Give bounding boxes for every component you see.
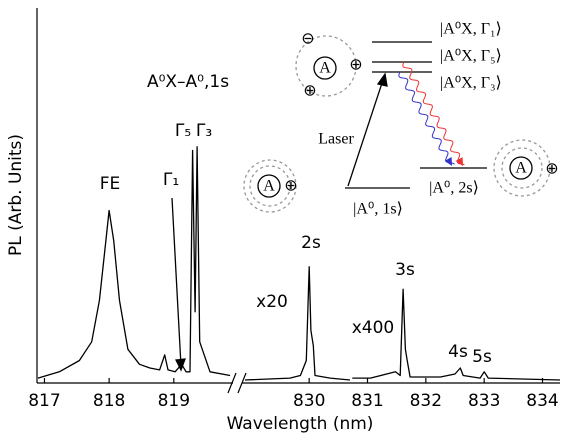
annotation: 5s — [472, 347, 492, 367]
level-label: |A⁰X, Γ₅⟩ — [440, 48, 502, 65]
annotation: 2s — [301, 233, 321, 253]
series-label: x400 — [352, 318, 395, 338]
axis-break — [227, 372, 237, 394]
y-axis-label: PL (Arb. Units) — [6, 134, 26, 256]
arrow-head — [444, 157, 452, 166]
charge: ⊕ — [284, 178, 297, 195]
atom-label: A — [319, 60, 331, 77]
x-tick-label: 832 — [410, 391, 442, 411]
x-tick-label: 817 — [28, 391, 60, 411]
laser-label: Laser — [318, 131, 354, 148]
atom-label: A — [515, 160, 527, 177]
orbit — [243, 159, 297, 213]
atom-core — [257, 174, 281, 198]
orbit — [493, 139, 551, 197]
charge: ⊕ — [545, 161, 558, 178]
emission-wave — [398, 71, 455, 165]
atom-core — [509, 156, 533, 180]
x-tick-label: 818 — [93, 391, 125, 411]
laser-arrow — [347, 79, 384, 187]
annotation: A⁰X–A⁰,1s — [147, 72, 229, 92]
axis-break — [237, 372, 247, 394]
axes — [36, 8, 560, 394]
spectrum-line — [37, 146, 231, 379]
annotation: FE — [100, 174, 121, 194]
orbit — [501, 147, 543, 189]
arrow-head — [455, 157, 463, 166]
arrow-head — [376, 72, 388, 87]
annotation: 3s — [395, 260, 415, 280]
x-tick-label: 831 — [351, 391, 383, 411]
orbit — [295, 35, 357, 97]
annotation: 4s — [448, 342, 468, 362]
atom-core — [313, 56, 337, 80]
x-axis-label: Wavelength (nm) — [227, 414, 374, 434]
orbit — [249, 165, 291, 207]
level-label: |A⁰, 2s⟩ — [429, 180, 479, 197]
x-tick-label: 834 — [526, 391, 558, 411]
annotation: Γ₁ — [163, 170, 179, 190]
annotation: Γ₅ — [175, 121, 191, 141]
level-label: |A⁰X, Γ₃⟩ — [440, 75, 502, 92]
series-label: x20 — [256, 292, 288, 312]
charge: ⊖ — [301, 31, 314, 48]
level-label: |A⁰, 1s⟩ — [353, 201, 403, 218]
arrow-head — [175, 358, 186, 372]
annotation-arrow — [171, 197, 182, 367]
annotation: Γ₃ — [196, 121, 212, 141]
level-label: |A⁰X, Γ₁⟩ — [440, 21, 502, 38]
spectrum-line — [244, 266, 351, 381]
x-tick-label: 830 — [293, 391, 325, 411]
charge: ⊕ — [349, 57, 362, 74]
atom-label: A — [263, 178, 275, 195]
emission-wave — [402, 61, 465, 166]
spectrum-line — [352, 288, 561, 381]
charge: ⊕ — [303, 83, 316, 100]
x-tick-label: 833 — [468, 391, 500, 411]
inset-diagram — [171, 35, 551, 372]
x-tick-label: 819 — [158, 391, 190, 411]
